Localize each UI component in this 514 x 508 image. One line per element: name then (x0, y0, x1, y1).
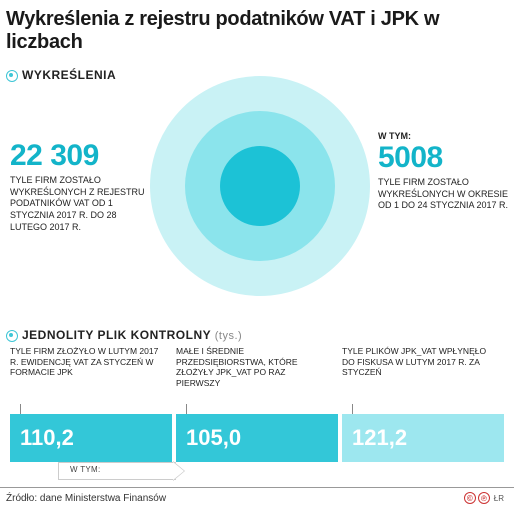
section1-label: WYKREŚLENIA (22, 68, 116, 82)
jpk-box-1: 105,0 (176, 414, 338, 462)
stat-right-text: TYLE FIRM ZOSTAŁO WYKREŚLONYCH W OKRESIE… (378, 177, 514, 212)
footer-source: Źródło: dane Ministerstwa Finansów (6, 493, 166, 504)
jpk-columns: TYLE FIRM ZŁOŻYŁO W LUTYM 2017 R. EWIDEN… (10, 346, 504, 480)
jpk-caption-1: MAŁE I ŚREDNIE PRZEDSIĘBIORSTWA, KTÓRE Z… (176, 346, 338, 404)
section2-label-text: JEDNOLITY PLIK KONTROLNY (22, 328, 211, 342)
cc-icon: © ℗ (464, 492, 490, 504)
jpk-box-0: 110,2 (10, 414, 172, 462)
section2-header: JEDNOLITY PLIK KONTROLNY (tys.) (0, 324, 514, 346)
stat-right: W TYM: 5008 TYLE FIRM ZOSTAŁO WYKREŚLONY… (378, 131, 514, 212)
jpk-caption-0: TYLE FIRM ZŁOŻYŁO W LUTYM 2017 R. EWIDEN… (10, 346, 172, 404)
jpk-box-2: 121,2 (342, 414, 504, 462)
stat-left-text: TYLE FIRM ZOSTAŁO WYKREŚLONYCH Z REJESTR… (10, 175, 150, 233)
jpk-area: TYLE FIRM ZŁOŻYŁO W LUTYM 2017 R. EWIDEN… (0, 346, 514, 506)
bullet-icon (6, 70, 16, 80)
footer-right: © ℗ ŁR (464, 492, 504, 504)
donut-area: 22 309 TYLE FIRM ZOSTAŁO WYKREŚLONYCH Z … (0, 86, 514, 324)
stat-left-value: 22 309 (10, 141, 150, 171)
jpk-caption-2: TYLE PLIKÓW JPK_VAT WPŁYNĘŁO DO FISKUSA … (342, 346, 504, 404)
page-title: Wykreślenia z rejestru podatników VAT i … (0, 0, 514, 64)
section2-unit: (tys.) (215, 330, 242, 342)
stat-right-caption: W TYM: (378, 131, 514, 141)
stat-right-value: 5008 (378, 143, 514, 173)
footer: Źródło: dane Ministerstwa Finansów © ℗ Ł… (0, 487, 514, 504)
arrow-label: W TYM: (70, 465, 101, 474)
bullet-icon (6, 330, 16, 340)
cc-p-icon: ℗ (478, 492, 490, 504)
donut-chart (150, 76, 370, 296)
donut-ring-inner (220, 146, 300, 226)
jpk-col-2: TYLE PLIKÓW JPK_VAT WPŁYNĘŁO DO FISKUSA … (342, 346, 504, 480)
tick-icon (20, 404, 21, 414)
cc-c-icon: © (464, 492, 476, 504)
tick-icon (186, 404, 187, 414)
stat-left: 22 309 TYLE FIRM ZOSTAŁO WYKREŚLONYCH Z … (10, 141, 150, 233)
section2-label: JEDNOLITY PLIK KONTROLNY (tys.) (22, 328, 242, 342)
jpk-col-1: MAŁE I ŚREDNIE PRZEDSIĘBIORSTWA, KTÓRE Z… (176, 346, 338, 480)
footer-credit: ŁR (494, 494, 504, 503)
jpk-col-0: TYLE FIRM ZŁOŻYŁO W LUTYM 2017 R. EWIDEN… (10, 346, 172, 480)
tick-icon (352, 404, 353, 414)
arrow-wrap: W TYM: (8, 462, 174, 480)
